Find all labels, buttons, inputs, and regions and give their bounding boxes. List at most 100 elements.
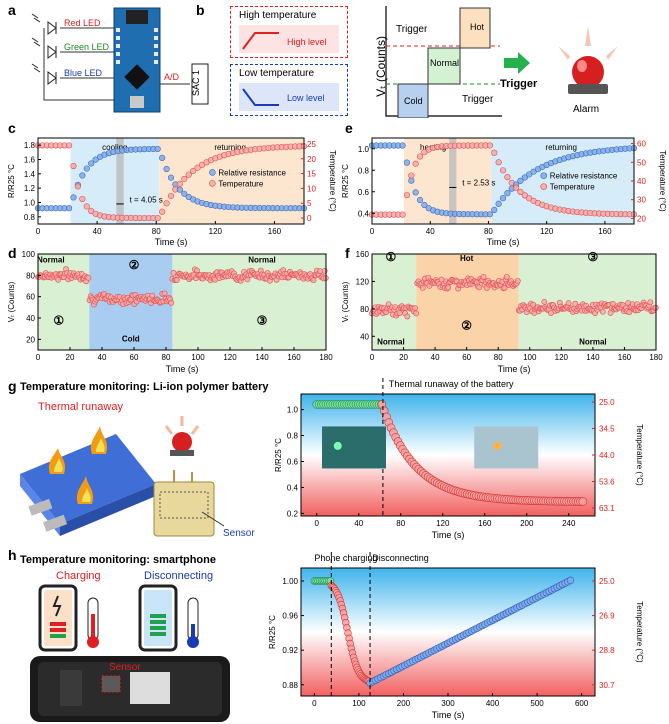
y2-tick-label: 5 [307,199,312,208]
state-number: ③ [257,313,268,327]
b-ylabel: Vₜ (Counts) [374,36,388,97]
data-point [419,284,426,291]
legend-marker [209,169,216,176]
y-tick-label: 0.8 [287,432,299,441]
temperature-point [194,164,201,171]
relative-resistance-point [92,156,99,163]
state-label: Cold [122,334,140,343]
data-point [599,308,606,315]
phone-icons [38,584,199,652]
y-tick-label: 1.6 [24,156,36,165]
y-tick-label: 0.4 [358,209,370,218]
x-tick-label: 40 [426,227,435,236]
legend-label: Temperature [218,179,263,188]
relative-resistance-point [176,186,183,193]
temperature-point [499,167,507,174]
x-tick-label: 80 [494,353,503,362]
x-tick-label: 120 [209,227,223,236]
x-axis-label: Time (s) [487,237,520,247]
x-tick-label: 120 [436,519,450,528]
green-arrow-icon [504,52,530,74]
y-tick-label: 0.8 [24,213,36,222]
temperature-point [504,174,511,181]
y2-tick-label: 30.7 [599,681,615,690]
battery-fire-illustration [20,416,225,537]
y-axis-label: R/R25 °C [7,164,16,198]
y2-axis-label: Temperature (°C) [658,150,667,212]
panel-label-h: h [8,547,17,563]
y-tick-label: 0.4 [287,483,299,492]
y-tick-label: 20 [26,335,35,344]
state-number: ② [129,258,140,272]
data-point [647,299,654,306]
y2-tick-label: 20 [637,214,646,223]
temperature-point [167,192,175,200]
y2-tick-label: 25.0 [599,577,615,586]
highlight-band [449,138,457,224]
y2-tick-label: 26.9 [599,612,615,621]
data-point [609,300,616,307]
x-tick-label: 40 [98,353,107,362]
relative-resistance-point [70,194,77,201]
y-tick-label: 0.2 [287,509,299,518]
photo-inset [474,426,539,469]
data-point [541,298,548,305]
x-axis-label: Time (s) [166,364,199,374]
state-number: ② [461,318,472,332]
data-point [514,277,521,284]
chart-c: cooling returning 0 40 80 120 160 Time (s) 0.8 1.… [7,137,337,247]
x-tick-label: 500 [530,699,544,708]
x-tick-label: 200 [397,699,411,708]
relative-resistance-point [181,190,188,197]
y2-axis-label: Temperature (°C) [328,150,337,212]
fire-icon [48,426,108,504]
x-tick-label: 120 [223,353,237,362]
alarm-icon [558,26,618,94]
relative-resistance-point [83,165,90,172]
annotation: Disconnecting [372,553,429,563]
relative-resistance-point [408,177,415,184]
x-tick-label: 180 [649,353,663,362]
x-tick-label: 20 [66,353,75,362]
y-tick-label: 60 [26,293,35,302]
x-tick-label: 160 [598,227,612,236]
panel-label-b: b [196,2,205,18]
arduino-circuit-diagram [31,7,209,113]
x-tick-label: 160 [618,353,632,362]
y-tick-label: 1.8 [24,141,36,150]
annotation: Phone charging [314,553,377,563]
state-label: Normal [579,338,607,347]
trigger-top-label: Trigger [396,24,428,35]
data-point [55,276,62,283]
region-label: returning [214,143,246,152]
led-label-green: Green LED [64,42,110,52]
x-tick-label: 600 [575,699,589,708]
x-tick-label: 0 [36,353,41,362]
region-label: cooling [102,143,127,152]
x-tick-label: 160 [268,227,282,236]
panel-label-g: g [8,378,17,394]
relative-resistance-point [521,174,528,181]
temperature-point [181,175,188,183]
ad-label: A/D [164,72,180,82]
relative-resistance-point [163,165,170,173]
relative-resistance-point [403,159,411,166]
data-point [413,310,420,317]
y2-tick-label: 0 [307,214,312,223]
temperature-point [403,191,411,199]
temperature-point [495,159,502,166]
annotation: t = 2.53 s [462,178,495,187]
plot-frame [371,253,657,351]
annotation: t = 4.05 s [130,196,163,205]
temperature-point [88,207,95,215]
y2-tick-label: 44.0 [599,451,615,460]
panel-label-a: a [8,2,16,18]
y-tick-label: 1.4 [24,170,36,179]
led-label-blue: Blue LED [64,68,103,78]
panel-label-e: e [345,120,353,136]
relative-resistance-point [412,189,419,196]
x-tick-label: 80 [162,353,171,362]
x-tick-label: 100 [191,353,205,362]
y2-tick-label: 20 [307,155,316,164]
